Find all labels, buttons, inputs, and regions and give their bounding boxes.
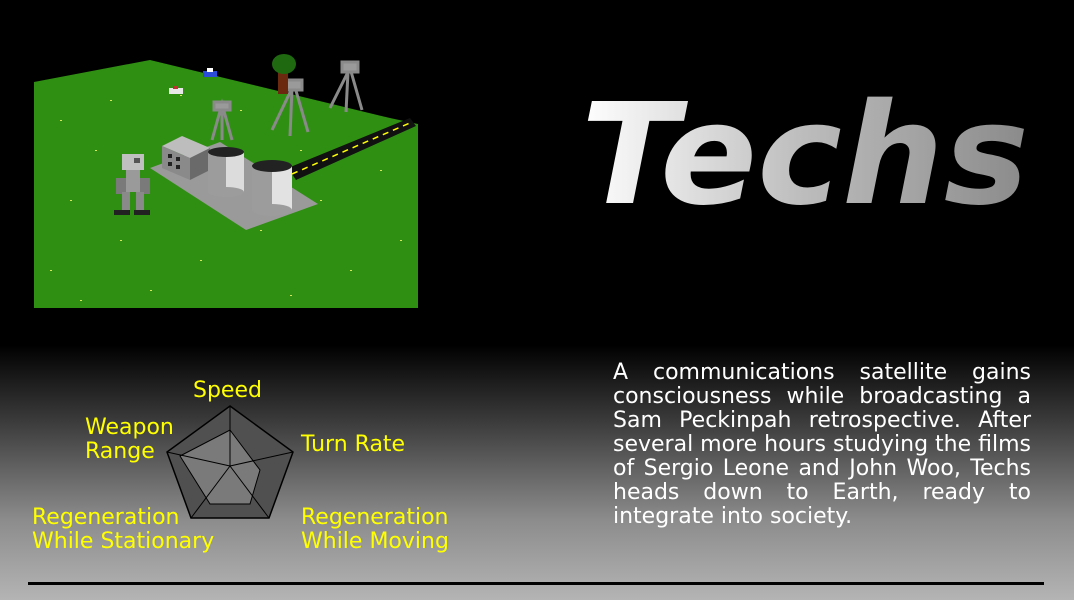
building-side <box>190 148 210 180</box>
footer-divider <box>28 582 1044 585</box>
radar-axes <box>166 406 294 519</box>
title-text: Techs <box>581 85 1029 220</box>
stat-label-regen-moving-line2: While Moving <box>301 529 449 554</box>
grass-speckles <box>50 95 402 301</box>
unit-description: A communications satellite gains conscio… <box>613 360 1031 529</box>
stat-label-regen-stationary: Regeneration While Stationary <box>32 506 214 554</box>
tree <box>272 54 296 94</box>
title-logo: Techs <box>581 85 1029 220</box>
stats-radar-chart <box>166 405 294 519</box>
stat-label-weapon-range-line2: Range <box>85 439 155 464</box>
stat-label-regen-stationary-line2: While Stationary <box>32 529 215 554</box>
stat-label-weapon-range-line1: Weapon <box>85 415 174 440</box>
radar-value-area <box>179 429 261 505</box>
antenna-tower-3 <box>328 60 364 113</box>
stat-label-regen-stationary-line1: Regeneration <box>32 505 180 530</box>
stat-label-regen-moving-line1: Regeneration <box>301 505 449 530</box>
antenna-tower-1 <box>210 98 234 141</box>
vehicle-blue <box>203 68 217 77</box>
silo-1 <box>208 147 244 197</box>
building-windows <box>168 154 180 169</box>
stat-label-speed: Speed <box>193 378 262 403</box>
robot-mech <box>114 154 150 215</box>
building-top <box>162 136 210 158</box>
game-scene-preview <box>34 54 418 308</box>
stat-label-turn-rate: Turn Rate <box>301 432 406 457</box>
stat-label-weapon-range: Weapon Range <box>85 416 174 464</box>
stat-label-regen-moving: Regeneration While Moving <box>301 506 449 554</box>
silo-2 <box>252 160 292 216</box>
vehicle-white <box>169 86 183 94</box>
